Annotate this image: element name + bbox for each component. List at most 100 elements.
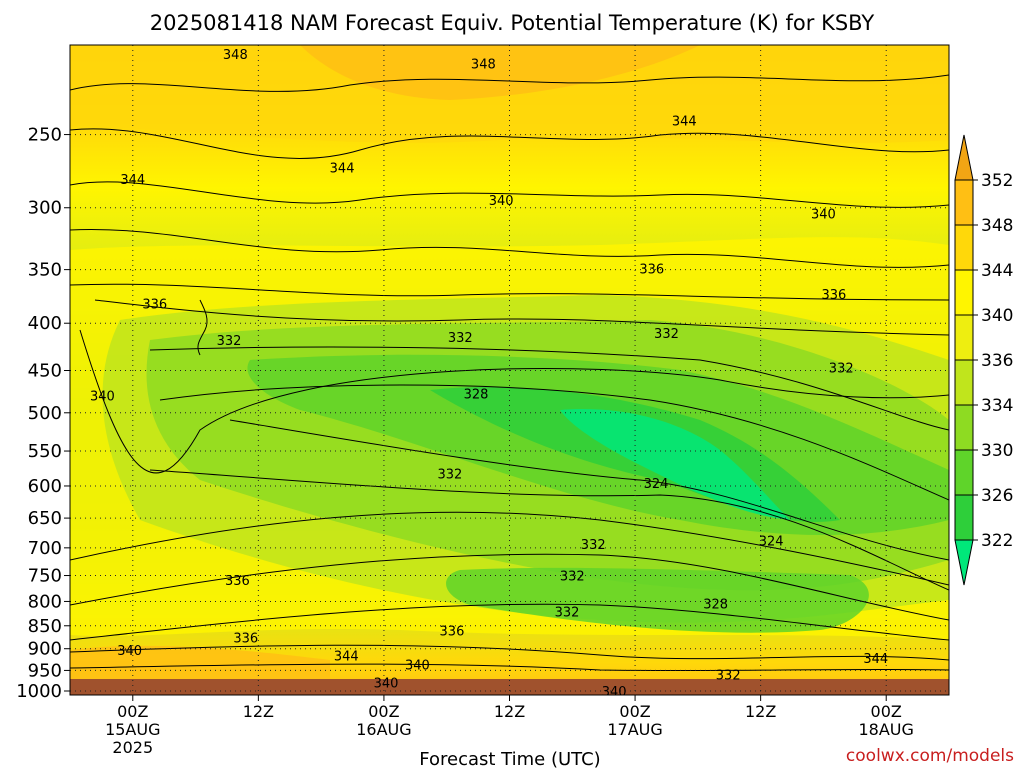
contour-line (79, 329, 949, 474)
x-tick-label: 16AUG (356, 720, 411, 739)
colorbar-label: 336 (981, 351, 1013, 371)
y-tick-label: 950 (28, 660, 62, 681)
contour-line (229, 419, 949, 561)
colorbar-label: 340 (981, 306, 1013, 326)
y-tick-label: 400 (28, 313, 62, 334)
x-tick-label: 00Z (117, 702, 148, 721)
contour-label: 336 (440, 624, 465, 639)
x-tick-label: 12Z (494, 702, 525, 721)
shaded-region (446, 567, 869, 633)
contour-label: 340 (374, 677, 399, 692)
y-tick-label: 600 (28, 476, 62, 497)
contour-label: 336 (639, 263, 664, 278)
contour-label: 332 (581, 538, 606, 553)
contour-label: 340 (489, 194, 514, 209)
contour-label: 340 (811, 207, 836, 222)
contour-line (70, 553, 949, 621)
x-tick-label: 15AUG (105, 720, 160, 739)
shaded-region (560, 409, 790, 520)
y-tick-label: 500 (28, 403, 62, 424)
y-tick-label: 450 (28, 360, 62, 381)
shaded-region (300, 45, 700, 100)
terrain-strip (70, 679, 949, 695)
colorbar-segment (954, 224, 974, 271)
contour-label: 344 (334, 650, 359, 665)
contour-label: 336 (225, 574, 250, 589)
contour-line (70, 181, 949, 208)
colorbar-bottom-arrow (954, 539, 974, 586)
contour-line (70, 229, 949, 268)
x-tick-label: 12Z (243, 702, 274, 721)
x-axis-label: Forecast Time (UTC) (419, 749, 600, 768)
contour-line (149, 469, 949, 591)
contour-label: 328 (703, 597, 728, 612)
contour-line (70, 74, 949, 92)
x-tick-label: 00Z (619, 702, 650, 721)
colorbar-segment (954, 269, 974, 316)
contour-line (197, 299, 208, 356)
colorbar-segment (954, 359, 974, 406)
contour-label: 332 (654, 327, 679, 342)
contour-label: 336 (233, 631, 258, 646)
colorbar-label: 322 (981, 531, 1013, 551)
contour-line (159, 384, 949, 501)
contour-label: 340 (602, 685, 627, 700)
x-tick-label: 00Z (368, 702, 399, 721)
chart-title: 2025081418 NAM Forecast Equiv. Potential… (150, 11, 875, 35)
y-tick-label: 550 (28, 441, 62, 462)
contour-label: 348 (471, 58, 496, 73)
colorbar-label: 330 (981, 441, 1013, 461)
x-tick-label: 12Z (745, 702, 776, 721)
contour-label: 340 (117, 644, 142, 659)
contour-label: 340 (405, 658, 430, 673)
contour-labels: 348 348 344 344 344 340 340 336 336 336 332 332 332 3… (90, 48, 888, 700)
pressure-axis: 2503003504004505005506006507007508008509… (16, 125, 70, 702)
x-tick-label: 2025 (112, 738, 153, 757)
colorbar-segment (954, 314, 974, 361)
contour-label: 340 (90, 389, 115, 404)
contour-label: 344 (672, 115, 697, 130)
colorbar-label: 326 (981, 486, 1013, 506)
x-tick-label: 17AUG (607, 720, 662, 739)
contour-label: 344 (120, 173, 145, 188)
contour-line (70, 511, 949, 586)
colorbar-top-arrow (954, 134, 974, 181)
colorbar-segment (954, 179, 974, 226)
y-tick-label: 850 (28, 616, 62, 637)
contour-label: 348 (223, 48, 248, 63)
y-tick-label: 300 (28, 198, 62, 219)
contour-line (70, 128, 949, 159)
colorbar-label: 348 (981, 216, 1013, 236)
y-tick-label: 750 (28, 566, 62, 587)
y-tick-label: 250 (28, 125, 62, 146)
y-tick-label: 700 (28, 538, 62, 559)
contour-label: 332 (448, 331, 473, 346)
colorbar-label: 352 (981, 171, 1013, 191)
dotted-grid (70, 45, 949, 695)
y-tick-label: 350 (28, 260, 62, 281)
y-tick-label: 650 (28, 508, 62, 529)
contour-label: 332 (560, 570, 585, 585)
y-tick-label: 900 (28, 639, 62, 660)
colorbar-segment (954, 404, 974, 451)
contour-label: 336 (142, 298, 167, 313)
contour-line (70, 644, 949, 661)
contour-label: 332 (716, 668, 741, 683)
colorbar-label: 334 (981, 396, 1013, 416)
theta-e-shaded-regions (70, 45, 949, 679)
contour-label: 332 (829, 362, 854, 377)
contour-line (94, 299, 949, 336)
contour-label: 332 (437, 467, 462, 482)
contour-line (149, 346, 949, 431)
plot-area: 348 348 344 344 344 340 340 336 336 336 332 332 332 3… (70, 45, 949, 700)
colorbar-segment (954, 449, 974, 496)
y-tick-label: 800 (28, 591, 62, 612)
contour-label: 344 (330, 161, 355, 176)
contour-line (70, 603, 949, 641)
contour-label: 332 (555, 605, 580, 620)
y-tick-label: 1000 (16, 681, 62, 702)
colorbar-label: 344 (981, 261, 1013, 281)
credit-text: coolwx.com/models (846, 746, 1014, 766)
